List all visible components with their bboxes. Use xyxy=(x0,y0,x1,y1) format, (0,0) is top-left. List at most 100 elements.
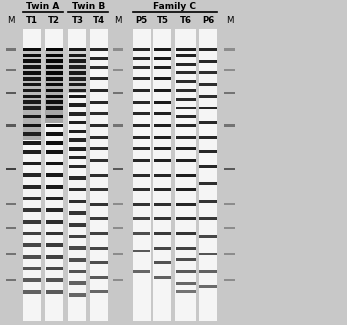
Bar xyxy=(23,83,41,86)
Bar xyxy=(69,138,86,142)
Bar xyxy=(45,111,63,113)
Bar xyxy=(23,115,41,119)
Text: M: M xyxy=(226,16,233,25)
Bar xyxy=(154,48,171,51)
Bar xyxy=(68,86,86,87)
Bar xyxy=(68,68,86,69)
Bar xyxy=(23,74,41,77)
Bar xyxy=(23,122,41,124)
Bar xyxy=(45,65,63,69)
Bar xyxy=(68,91,86,92)
Bar xyxy=(90,188,108,191)
Bar xyxy=(23,88,41,90)
Bar xyxy=(45,133,63,136)
Bar xyxy=(199,95,217,98)
Bar xyxy=(133,270,150,273)
Bar xyxy=(45,59,63,60)
Bar xyxy=(68,67,86,68)
Bar xyxy=(45,84,63,86)
Bar xyxy=(45,106,63,110)
Bar xyxy=(69,65,86,69)
Text: Family C: Family C xyxy=(153,2,196,11)
Bar xyxy=(45,279,63,282)
Text: Twin B: Twin B xyxy=(71,2,105,11)
Text: M: M xyxy=(7,16,15,25)
Bar xyxy=(176,270,196,273)
Bar xyxy=(6,253,16,255)
Bar xyxy=(45,119,63,121)
Bar xyxy=(45,220,63,224)
Bar xyxy=(90,203,108,206)
Bar xyxy=(113,69,123,71)
Bar xyxy=(176,282,196,285)
Bar xyxy=(45,79,63,81)
Bar xyxy=(224,168,235,170)
Bar xyxy=(133,101,150,104)
Bar xyxy=(176,217,196,220)
Bar xyxy=(199,60,217,63)
Bar xyxy=(199,235,217,238)
Bar xyxy=(45,100,63,104)
Bar xyxy=(23,81,41,84)
Bar xyxy=(90,89,108,92)
Bar xyxy=(23,141,41,145)
Bar xyxy=(45,90,63,92)
Bar xyxy=(68,53,86,54)
Bar xyxy=(45,88,63,90)
Bar xyxy=(224,48,235,51)
Bar xyxy=(154,174,171,176)
Bar xyxy=(69,258,86,262)
Bar xyxy=(69,164,86,168)
Bar xyxy=(45,232,63,235)
Bar xyxy=(68,77,86,78)
Bar xyxy=(45,59,63,63)
Bar xyxy=(45,243,63,247)
Text: T3: T3 xyxy=(71,16,83,25)
Bar xyxy=(23,131,41,133)
Bar xyxy=(68,79,86,80)
Bar xyxy=(23,197,41,200)
Bar xyxy=(69,130,86,133)
Bar xyxy=(69,147,86,150)
Text: Twin A: Twin A xyxy=(26,2,60,11)
Bar xyxy=(45,70,63,72)
Bar xyxy=(69,103,86,107)
Bar xyxy=(69,200,86,203)
Bar xyxy=(90,247,108,250)
Bar xyxy=(45,83,63,86)
Bar xyxy=(68,58,86,59)
Bar xyxy=(6,227,16,229)
Bar xyxy=(45,97,63,99)
Bar xyxy=(68,71,86,72)
Bar xyxy=(68,50,86,51)
Bar xyxy=(90,232,108,235)
Bar xyxy=(23,150,41,153)
Bar xyxy=(45,255,63,259)
Bar xyxy=(45,117,63,119)
Bar xyxy=(23,77,41,81)
Bar xyxy=(133,148,150,150)
Bar xyxy=(6,48,16,51)
Bar xyxy=(23,115,41,117)
Bar xyxy=(113,279,123,281)
Bar xyxy=(68,92,86,93)
Bar xyxy=(68,74,86,75)
Bar xyxy=(23,120,41,122)
Bar xyxy=(176,124,196,127)
Bar xyxy=(68,81,86,83)
Bar xyxy=(6,203,16,205)
Bar xyxy=(176,98,196,101)
Bar xyxy=(176,80,196,83)
Bar xyxy=(23,65,41,69)
Bar xyxy=(113,124,123,127)
Bar xyxy=(23,89,41,92)
Bar xyxy=(23,50,41,52)
Bar xyxy=(90,66,108,69)
Bar xyxy=(90,217,108,220)
Bar xyxy=(45,95,63,98)
Bar xyxy=(68,65,86,66)
Bar xyxy=(45,73,63,75)
Bar xyxy=(176,148,196,150)
Bar xyxy=(68,83,86,84)
Bar xyxy=(90,174,108,176)
